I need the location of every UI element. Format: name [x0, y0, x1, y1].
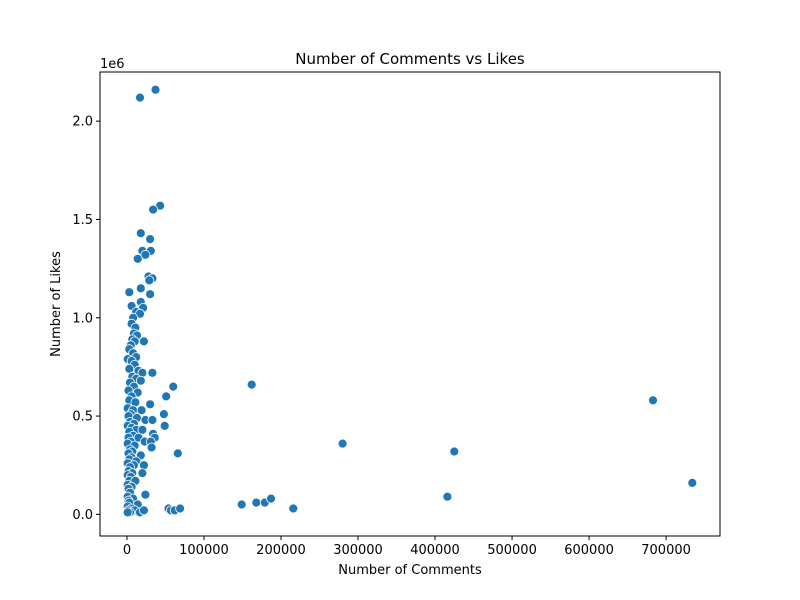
y-axis: 0.0 0.5 1.0 1.5 2.0	[72, 115, 100, 523]
data-point	[172, 448, 183, 459]
data-point	[145, 234, 156, 245]
data-point	[146, 442, 157, 453]
y-tick-label: 1.5	[72, 213, 93, 228]
data-point	[145, 289, 156, 300]
data-point	[136, 405, 147, 416]
x-tick-label: 200000	[256, 543, 306, 558]
data-point	[449, 446, 460, 457]
x-axis-label: Number of Comments	[338, 563, 482, 578]
y-multiplier-label: 1e6	[100, 57, 125, 72]
data-point	[135, 375, 146, 386]
x-axis: 0 100000 200000 300000 400000 500000 600000 700…	[123, 536, 691, 558]
data-point	[138, 460, 149, 471]
x-tick-label: 0	[123, 543, 131, 558]
data-point	[122, 507, 133, 518]
x-tick-label: 100000	[179, 543, 229, 558]
data-point	[138, 505, 149, 516]
data-point	[236, 499, 247, 510]
data-point	[337, 438, 348, 449]
data-point	[442, 491, 453, 502]
y-axis-label: Number of Likes	[49, 251, 64, 357]
data-point	[140, 249, 151, 260]
data-point	[648, 395, 658, 406]
y-tick-label: 0.5	[72, 410, 93, 425]
data-point	[132, 253, 143, 264]
data-point	[135, 283, 146, 294]
chart-title: Number of Comments vs Likes	[295, 50, 525, 68]
data-point	[288, 503, 299, 514]
data-point	[175, 503, 186, 514]
data-point	[687, 477, 698, 488]
data-point	[148, 204, 159, 215]
data-point	[144, 275, 155, 286]
x-tick-label: 400000	[410, 543, 460, 558]
data-point	[135, 92, 145, 103]
data-point	[266, 493, 276, 504]
data-point	[140, 489, 151, 500]
y-tick-label: 0.0	[72, 508, 93, 523]
data-point	[145, 399, 156, 410]
x-tick-label: 300000	[333, 543, 383, 558]
data-point	[251, 497, 262, 508]
data-point	[159, 420, 170, 431]
data-point	[147, 415, 158, 425]
data-point	[158, 409, 169, 420]
points-layer	[122, 84, 698, 518]
data-point	[161, 391, 172, 402]
data-point	[137, 424, 148, 435]
data-point	[135, 228, 146, 239]
data-point	[147, 367, 158, 378]
plot-frame	[99, 71, 721, 537]
data-point	[150, 84, 161, 95]
data-point	[137, 468, 148, 479]
data-point	[124, 287, 135, 298]
x-tick-label: 600000	[564, 543, 614, 558]
data-point	[246, 379, 257, 390]
y-tick-label: 1.0	[72, 311, 93, 326]
y-tick-label: 2.0	[72, 115, 93, 130]
data-point	[168, 381, 179, 392]
data-point	[138, 336, 149, 347]
x-tick-label: 700000	[641, 543, 691, 558]
x-tick-label: 500000	[487, 543, 537, 558]
